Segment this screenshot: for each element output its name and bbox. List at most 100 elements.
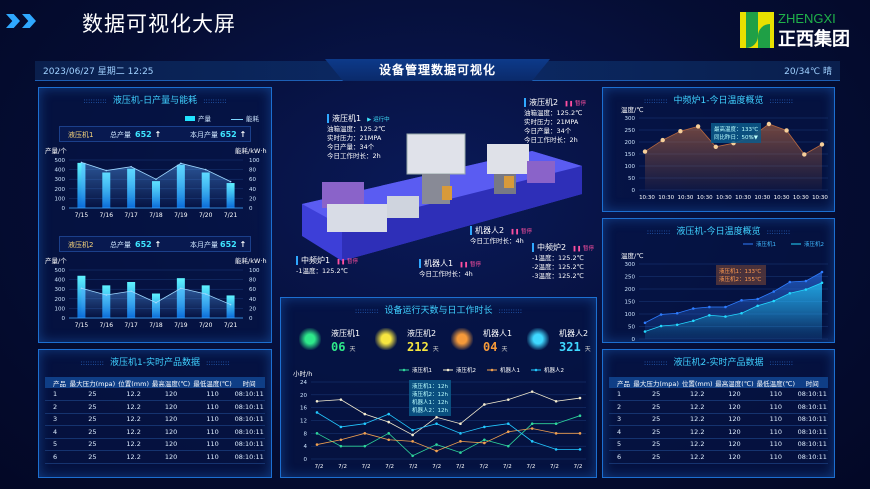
- x-tick-label: 7/16: [100, 322, 114, 329]
- press1-product-table: 产品 最大压力(mpa) 位置(mm) 最高温度(℃) 最低温度(℃) 时间 1 25 12.2…: [45, 377, 265, 464]
- y-tick-label: 0: [632, 188, 636, 194]
- data-point: [695, 124, 701, 129]
- table-cell: 25: [67, 388, 117, 401]
- table-cell: 08:10:11: [796, 425, 828, 439]
- tooltip-text: 机器人1：12h: [412, 398, 448, 406]
- data-point: [387, 412, 391, 416]
- y-tick-label: 0: [304, 457, 308, 463]
- x-tick-label: 10:30: [658, 195, 674, 201]
- data-point: [387, 432, 391, 435]
- data-point: [554, 448, 558, 451]
- data-point: [459, 451, 462, 454]
- table-cell: 25: [67, 413, 117, 426]
- panel-title: 液压机-日产量与能耗: [39, 93, 271, 106]
- factory-illustration: [302, 133, 582, 261]
- table-row: 1 25 12.2 120 110 08:10:11: [45, 388, 265, 401]
- table-cell: 5: [45, 438, 68, 451]
- table-row: 3 25 12.2 120 110 08:10:11: [45, 413, 265, 426]
- y-tick-label: 50: [628, 325, 635, 331]
- data-point: [724, 305, 727, 309]
- y-axis-title: 产量/个: [45, 146, 67, 155]
- table-cell: 25: [67, 438, 117, 451]
- data-point: [530, 422, 534, 426]
- table-cell: 08:10:11: [796, 400, 828, 414]
- series-line: [644, 282, 823, 332]
- legend-label: 液压机1: [412, 366, 432, 374]
- data-point: [766, 121, 772, 127]
- table-cell: 110: [191, 413, 234, 426]
- press1-bar-line-chart: 产量/个 能耗/kW·h 0 0 100 20 200 40 300 60 400 80 500 100 7…: [45, 146, 267, 219]
- y-axis-title: 小时/h: [293, 369, 312, 378]
- table-cell: 08:10:11: [233, 425, 265, 439]
- legend-dot: [402, 368, 406, 372]
- data-point: [506, 398, 510, 401]
- table-cell: 12.2: [680, 425, 714, 439]
- press-temp-chart: 温度/℃05010015020025030010:3010:3010:3010:…: [621, 240, 828, 343]
- x-tick-label: 10:30: [754, 195, 770, 201]
- data-point: [659, 324, 663, 328]
- table-cell: 12.2: [116, 425, 151, 439]
- legend-dot: [534, 368, 538, 372]
- energy-point: [105, 294, 108, 296]
- legend-label: 机器人1: [500, 366, 520, 374]
- y2-tick-label: 80: [249, 168, 256, 174]
- y2-axis-title: 能耗/kW·h: [235, 256, 267, 265]
- data-point: [506, 430, 510, 434]
- series-area: [645, 282, 822, 339]
- data-point: [315, 411, 319, 414]
- y-axis-title: 温度/℃: [621, 251, 644, 260]
- table-cell: 25: [631, 413, 681, 426]
- table-cell: 12.2: [116, 400, 151, 414]
- panel-title: 设备运行天数与日工作时长: [281, 303, 596, 316]
- table-row: 1 25 12.2 120 110 08:10:11: [609, 388, 828, 401]
- data-point: [802, 152, 807, 157]
- table-cell: 25: [631, 450, 681, 464]
- table-cell: 110: [755, 413, 797, 426]
- y2-tick-label: 80: [249, 278, 256, 284]
- data-point: [820, 270, 824, 274]
- data-point: [713, 144, 718, 149]
- logo-cn: 正西集团: [778, 29, 850, 50]
- run-days: 212 天: [407, 340, 439, 354]
- table-row: 2 25 12.2 120 110 08:10:11: [45, 400, 265, 414]
- x-tick-label: 7/2: [526, 464, 535, 470]
- data-point: [772, 299, 776, 303]
- machine-icon: [527, 328, 549, 350]
- x-tick-label: 7/15: [75, 322, 89, 329]
- legend-dot: [446, 368, 450, 372]
- data-point: [483, 403, 486, 406]
- data-point: [411, 433, 414, 437]
- table-row: 5 25 12.2 120 110 08:10:11: [45, 438, 265, 451]
- table-row: 5 25 12.2 120 110 08:10:11: [609, 438, 828, 451]
- x-tick-label: 7/2: [385, 464, 394, 470]
- table-row: 3 25 12.2 120 110 08:10:11: [609, 413, 828, 426]
- tooltip-text: 液压机2：155℃: [719, 275, 761, 283]
- data-point: [483, 441, 486, 445]
- info-row-press2: 液压机2 总产量 652 ↑ 本月产量 652 ↑: [59, 236, 251, 252]
- tooltip-text: 液压机1：133℃: [719, 267, 761, 275]
- chevron-icon: [22, 14, 36, 28]
- y-axis-title: 产量/个: [45, 256, 67, 265]
- factory-3d-scene: 液压机1 ▶ 运行中 油箱温度：125.2℃ 实时压力：21MPA 今日产量：34个 今日…: [282, 86, 596, 286]
- y2-tick-label: 40: [249, 297, 256, 303]
- data-point: [708, 313, 711, 317]
- press2-label: 液压机2 ❚❚ 暂停 油箱温度：125.2℃ 实时压力：21MPA 今日产量：34个 今日…: [524, 98, 587, 144]
- y-tick-label: 200: [625, 140, 636, 146]
- energy-point: [130, 290, 132, 292]
- data-point: [315, 399, 319, 403]
- x-tick-label: 10:30: [678, 195, 694, 201]
- column-header: 时间: [796, 377, 828, 388]
- data-point: [756, 304, 759, 308]
- y-axis-title: 温度/℃: [621, 105, 644, 114]
- data-point: [435, 422, 438, 426]
- table-cell: 12.2: [680, 450, 714, 464]
- table-row: 6 25 12.2 120 110 08:10:11: [609, 450, 828, 464]
- x-tick-label: 7/15: [75, 212, 89, 219]
- datetime: 2023/06/27 星期二 12:25: [43, 67, 154, 77]
- table-cell: 12.2: [680, 438, 714, 451]
- table-cell: 12.2: [116, 450, 151, 464]
- data-point: [459, 422, 462, 426]
- table-row: 4 25 12.2 120 110 08:10:11: [45, 425, 265, 439]
- tooltip-text: 最高温度：133℃: [714, 125, 758, 133]
